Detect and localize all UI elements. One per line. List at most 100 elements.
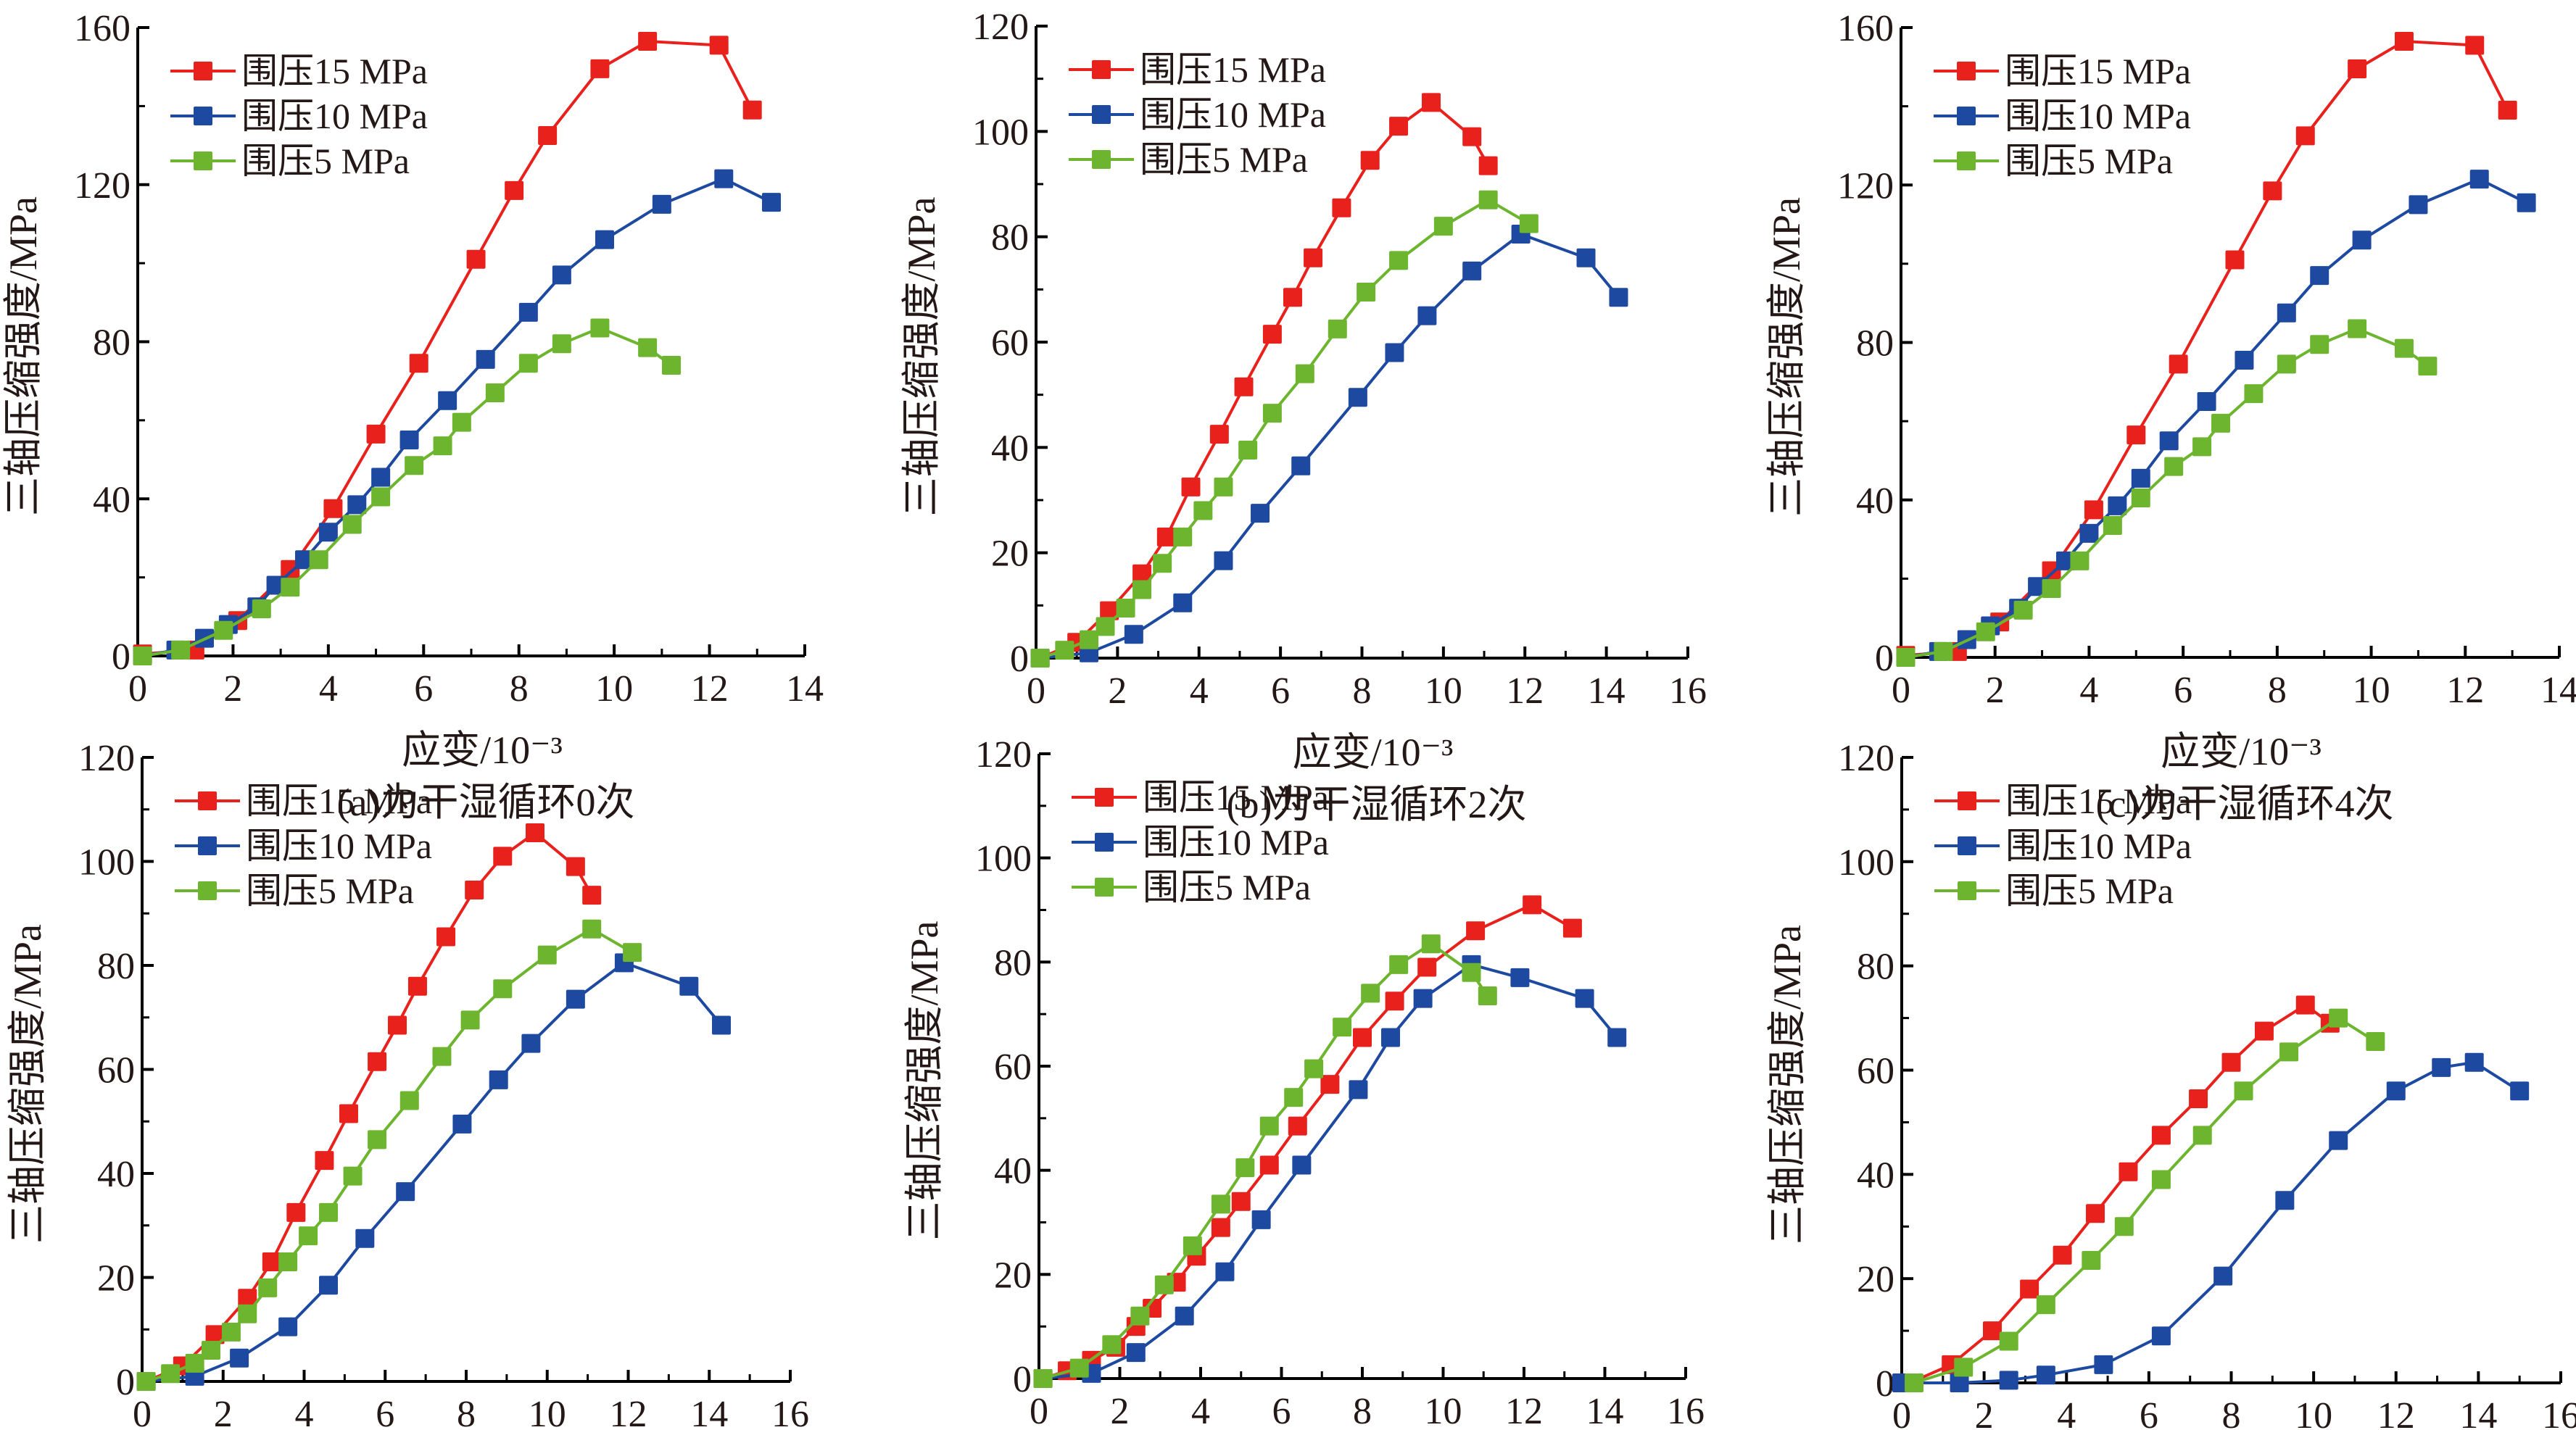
data-point [171,640,191,660]
data-point [2235,350,2254,370]
legend-marker [1957,62,1976,80]
legend-label: 围压15 MPa [241,51,428,91]
y-tick-label: 60 [994,1047,1032,1088]
x-tick-label: 6 [2140,1395,2158,1430]
data-point [465,880,484,899]
panel-caption: (c)为干湿循环4次 [2096,782,2394,826]
x-tick-label: 12 [1505,1391,1543,1430]
x-tick-label: 10 [1425,670,1462,712]
data-point [2013,600,2033,620]
data-point [493,979,513,999]
x-tick-label: 10 [595,668,633,710]
data-point [582,886,602,905]
series-line [1039,100,1490,660]
data-point [238,1304,257,1323]
data-point [2151,1126,2171,1145]
data-point [2070,551,2090,570]
data-point [2079,523,2099,543]
data-point [452,1114,472,1134]
data-point [2295,995,2315,1015]
data-point [258,1278,278,1297]
x-tick-label: 10 [529,1394,566,1430]
data-point [2348,59,2367,79]
data-point [1422,93,1441,112]
legend-label: 围压15 MPa [1143,777,1329,818]
x-tick-label: 6 [1271,670,1290,712]
data-point [1251,1210,1271,1229]
data-point [2277,354,2296,374]
series-10mpa [1892,1052,2530,1392]
x-tick-label: 10 [2353,670,2390,711]
data-point [1348,388,1367,407]
data-point [1130,1306,1150,1326]
data-point [1417,306,1437,325]
data-point [342,515,362,534]
data-point [552,265,571,285]
legend-item: 围压15 MPa [175,781,432,821]
data-point [1389,251,1409,270]
data-point [201,1340,220,1360]
data-point [2151,1326,2171,1346]
data-point [1462,963,1481,982]
y-tick-label: 80 [991,217,1029,259]
y-tick-label: 20 [991,533,1029,575]
series-line [1040,232,1620,660]
data-point [1328,319,1347,338]
data-point [485,383,505,402]
x-tick-label: 10 [2295,1395,2332,1430]
x-tick-label: 8 [2222,1395,2241,1430]
data-point [319,1276,339,1295]
legend-label: 围压10 MPa [1140,94,1326,135]
data-point [1096,617,1115,636]
data-point [518,354,538,373]
data-point [1102,1335,1122,1355]
legend-label: 围压15 MPa [1140,49,1326,90]
legend-label: 围压5 MPa [246,870,414,911]
data-point [537,945,557,965]
data-point [2036,1295,2055,1315]
data-point [1209,425,1229,444]
data-point [347,495,367,515]
data-point [489,1070,508,1089]
data-point [1173,593,1193,612]
chart-panel-e: 0 20 40 60 80 100 120 0 2 4 6 8 10 12 14 16 应变/10⁻³ 三轴压缩强… [903,734,1705,1430]
legend-item: 围压10 MPa [175,826,432,866]
x-tick-label: 12 [691,668,729,710]
data-point [638,338,658,357]
series-line [1042,903,1573,1380]
x-tick-label: 12 [2377,1395,2415,1430]
data-point [323,499,343,518]
data-point [566,989,585,1009]
y-tick-label: 60 [991,323,1029,364]
data-point [2213,1266,2233,1286]
series-line [1905,39,2509,657]
legend-item: 围压5 MPa [175,870,414,911]
data-point [214,620,233,640]
data-point [2329,1131,2348,1150]
y-tick-label: 40 [97,1154,135,1195]
data-point [1030,649,1050,668]
data-point [1609,288,1628,307]
series-5mpa [136,919,642,1391]
data-point [466,249,486,269]
legend-item: 围压5 MPa [1069,139,1308,180]
series-line [142,326,673,657]
data-point [1417,957,1437,977]
data-point [1235,1158,1255,1178]
data-point [493,847,513,866]
data-point [1215,1262,1235,1281]
data-point [1999,1371,2018,1390]
y-tick-label: 120 [975,734,1032,776]
series-15mpa [133,31,762,664]
legend-marker [198,836,217,855]
data-point [1181,477,1201,496]
x-tick-label: 4 [1191,1391,1210,1430]
y-tick-label: 40 [994,1151,1032,1192]
data-point [286,1202,306,1222]
x-tick-label: 2 [1108,670,1127,712]
data-point [368,1052,387,1071]
data-point [1251,504,1270,523]
data-point [238,1289,257,1308]
x-tick-label: 10 [1425,1391,1462,1430]
x-tick-label: 2 [223,668,242,710]
